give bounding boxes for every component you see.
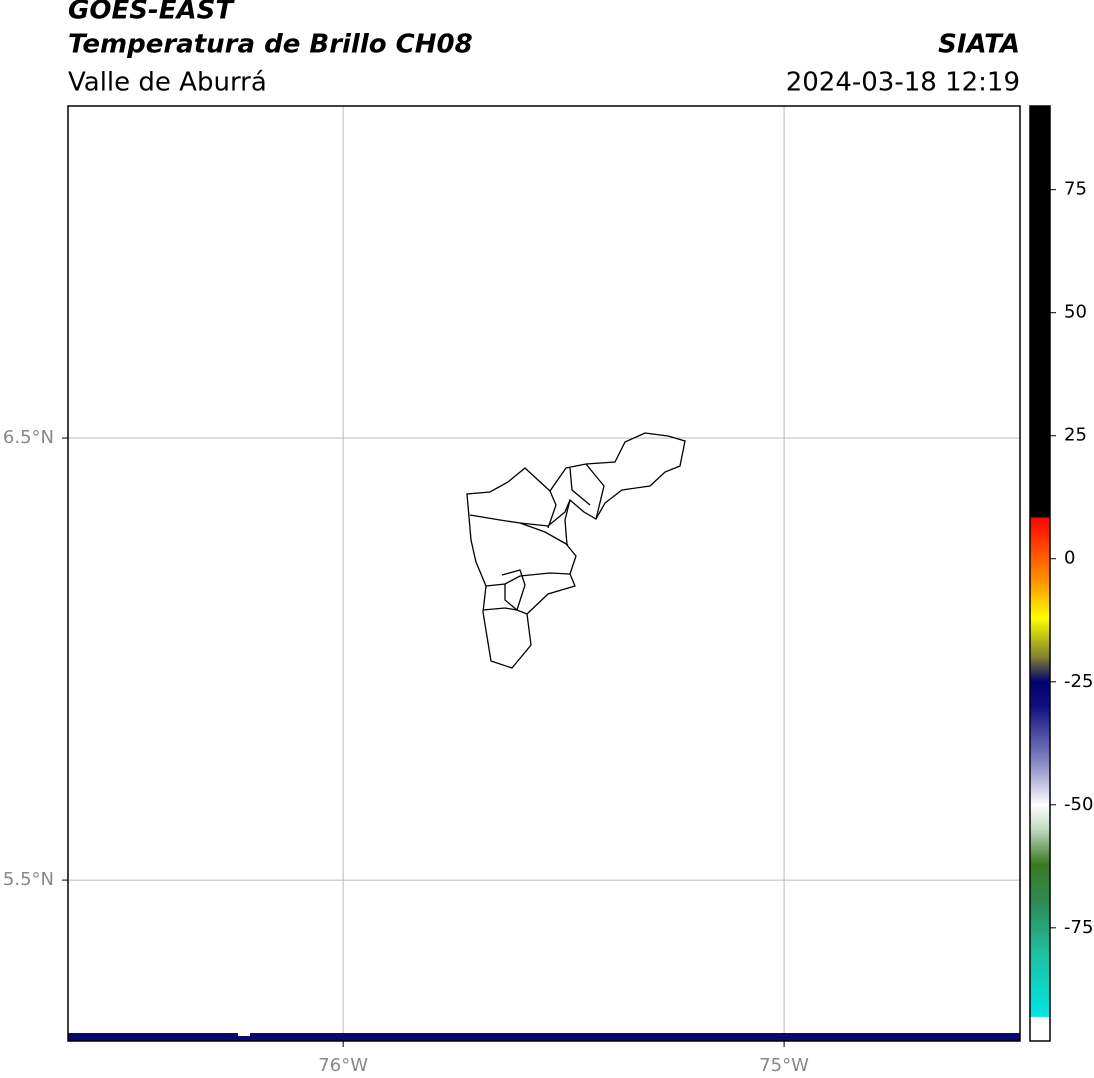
colorbar-segment bbox=[1030, 617, 1050, 658]
colorbar-segment bbox=[1030, 106, 1050, 518]
region: Valle de Aburrá bbox=[68, 68, 267, 98]
colorbar-tick-label: 25 bbox=[1064, 425, 1087, 446]
map-frame bbox=[67, 105, 1021, 1042]
inner-boundary bbox=[469, 463, 605, 615]
colorbar-segment bbox=[1030, 706, 1050, 766]
y-tick-label: 5.5°N bbox=[3, 869, 54, 890]
x-tick-label: 76°W bbox=[318, 1055, 368, 1076]
colorbar-tick-label: 0 bbox=[1064, 548, 1075, 569]
municipality-outlines bbox=[466, 432, 686, 669]
colorbar-tick-label: -25 bbox=[1064, 671, 1093, 692]
satellite-strip bbox=[68, 1033, 1020, 1041]
region-outline bbox=[466, 432, 686, 669]
source: SIATA bbox=[938, 30, 1020, 60]
y-tick-label: 6.5°N bbox=[3, 427, 54, 448]
datetime: 2024-03-18 12:19 bbox=[786, 68, 1020, 98]
colorbar-segment bbox=[1030, 829, 1050, 865]
colorbar-segment bbox=[1030, 952, 1050, 1017]
colorbar-segment bbox=[1030, 583, 1050, 619]
title: GOES-EAST bbox=[68, 0, 235, 26]
colorbar-segment bbox=[1030, 804, 1050, 830]
colorbar-segment bbox=[1030, 903, 1050, 953]
colorbar-segment bbox=[1030, 1016, 1050, 1042]
colorbar-frame bbox=[1029, 105, 1051, 1042]
colorbar-segment bbox=[1030, 657, 1050, 683]
colorbar-tick-label: 50 bbox=[1064, 302, 1087, 323]
colorbar-tick-label: 75 bbox=[1064, 179, 1087, 200]
colorbar-segment bbox=[1030, 863, 1050, 904]
x-tick-label: 75°W bbox=[759, 1055, 809, 1076]
colorbar-tick-label: -75 bbox=[1064, 917, 1093, 938]
colorbar-tick-label: -50 bbox=[1064, 794, 1093, 815]
colorbar-segment bbox=[1030, 681, 1050, 707]
subtitle: Temperatura de Brillo CH08 bbox=[68, 30, 473, 60]
colorbar-segment bbox=[1030, 765, 1050, 806]
satellite-gap bbox=[238, 1033, 250, 1036]
colorbar-segment bbox=[1030, 516, 1050, 584]
